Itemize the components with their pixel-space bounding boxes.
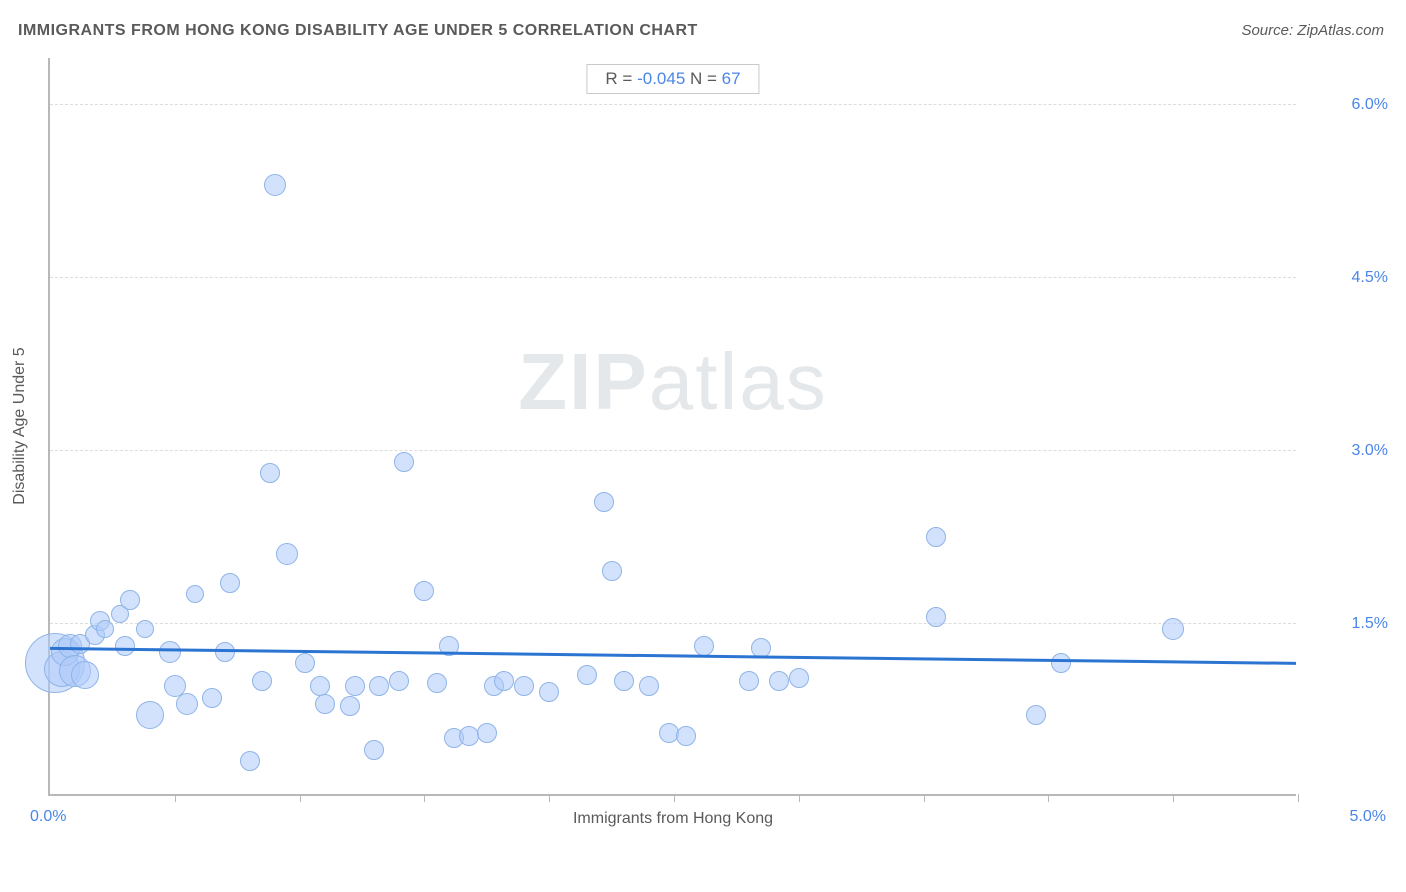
data-point <box>215 642 235 662</box>
data-point <box>295 653 315 673</box>
x-tick <box>300 794 301 802</box>
data-point <box>594 492 614 512</box>
stats-box: R = -0.045 N = 67 <box>586 64 759 94</box>
source-attribution: Source: ZipAtlas.com <box>1241 22 1384 39</box>
data-point <box>539 682 559 702</box>
x-tick <box>674 794 675 802</box>
y-tick-label: 4.5% <box>1308 269 1388 287</box>
data-point <box>240 751 260 771</box>
data-point <box>694 636 714 656</box>
data-point <box>264 174 286 196</box>
x-tick <box>1048 794 1049 802</box>
data-point <box>926 527 946 547</box>
x-origin-label: 0.0% <box>30 808 66 826</box>
data-point <box>136 701 164 729</box>
data-point <box>494 671 514 691</box>
x-tick <box>1173 794 1174 802</box>
x-tick <box>799 794 800 802</box>
data-point <box>577 665 597 685</box>
chart-area: ZIPatlas 1.5% 3.0% 4.5% 6.0% R = -0.045 N =… <box>48 58 1296 796</box>
n-value: 67 <box>722 69 741 88</box>
watermark-bold: ZIP <box>518 337 648 426</box>
r-value: -0.045 <box>637 69 685 88</box>
data-point <box>220 573 240 593</box>
data-point <box>1026 705 1046 725</box>
data-point <box>389 671 409 691</box>
x-tick <box>424 794 425 802</box>
data-point <box>276 543 298 565</box>
data-point <box>676 726 696 746</box>
data-point <box>96 620 114 638</box>
data-point <box>369 676 389 696</box>
watermark-light: atlas <box>649 337 828 426</box>
data-point <box>159 641 181 663</box>
data-point <box>926 607 946 627</box>
x-axis-label: Immigrants from Hong Kong <box>573 810 773 828</box>
chart-title: IMMIGRANTS FROM HONG KONG DISABILITY AGE… <box>18 22 698 40</box>
y-tick-label: 6.0% <box>1308 96 1388 114</box>
x-tick <box>1298 794 1299 802</box>
y-axis-label: Disability Age Under 5 <box>11 347 29 504</box>
gridline: 6.0% <box>50 104 1296 105</box>
data-point <box>260 463 280 483</box>
x-max-label: 5.0% <box>1350 808 1386 826</box>
data-point <box>739 671 759 691</box>
trend-line <box>50 648 1296 663</box>
gridline: 4.5% <box>50 277 1296 278</box>
data-point <box>477 723 497 743</box>
data-point <box>602 561 622 581</box>
data-point <box>136 620 154 638</box>
data-point <box>364 740 384 760</box>
trend-line-svg <box>50 58 1296 794</box>
data-point <box>414 581 434 601</box>
data-point <box>340 696 360 716</box>
data-point <box>751 638 771 658</box>
data-point <box>345 676 365 696</box>
x-tick <box>924 794 925 802</box>
data-point <box>252 671 272 691</box>
gridline: 3.0% <box>50 450 1296 451</box>
y-tick-label: 3.0% <box>1308 442 1388 460</box>
data-point <box>186 585 204 603</box>
data-point <box>614 671 634 691</box>
data-point <box>769 671 789 691</box>
data-point <box>176 693 198 715</box>
data-point <box>514 676 534 696</box>
data-point <box>639 676 659 696</box>
x-tick <box>549 794 550 802</box>
data-point <box>427 673 447 693</box>
data-point <box>1162 618 1184 640</box>
watermark: ZIPatlas <box>518 336 827 428</box>
n-label: N = <box>685 69 721 88</box>
r-label: R = <box>605 69 637 88</box>
gridline: 1.5% <box>50 623 1296 624</box>
data-point <box>315 694 335 714</box>
data-point <box>115 636 135 656</box>
data-point <box>789 668 809 688</box>
data-point <box>1051 653 1071 673</box>
x-tick <box>175 794 176 802</box>
data-point <box>120 590 140 610</box>
data-point <box>394 452 414 472</box>
y-tick-label: 1.5% <box>1308 615 1388 633</box>
data-point <box>439 636 459 656</box>
data-point <box>202 688 222 708</box>
data-point <box>71 661 99 689</box>
